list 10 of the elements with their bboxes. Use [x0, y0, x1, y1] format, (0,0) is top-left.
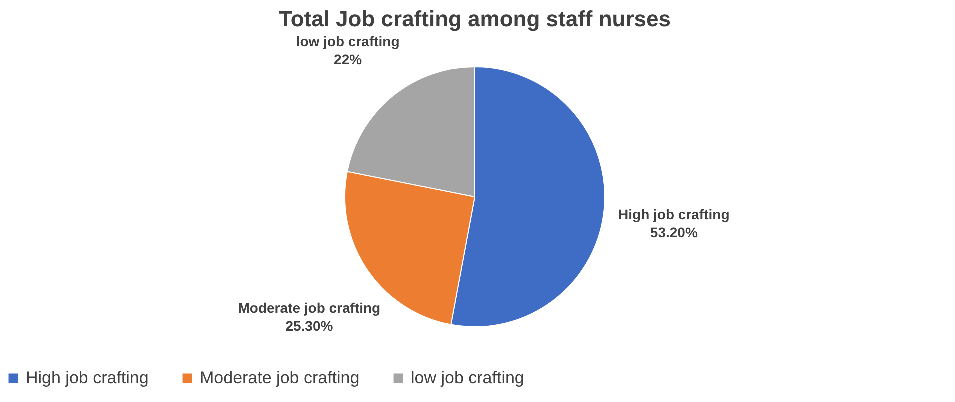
chart-title: Total Job crafting among staff nurses	[279, 6, 671, 32]
data-label: 53.20%	[650, 224, 698, 240]
legend-label: Moderate job crafting	[200, 368, 360, 388]
slice-label: low job crafting	[296, 33, 400, 50]
data-label: 22%	[334, 51, 363, 68]
data-label: 25.30%	[286, 318, 334, 334]
slice-label: High job crafting	[618, 206, 730, 222]
slice-label: Moderate job crafting	[238, 300, 381, 316]
legend-label: High job crafting	[26, 368, 149, 388]
legend-label: low job crafting	[411, 368, 524, 388]
